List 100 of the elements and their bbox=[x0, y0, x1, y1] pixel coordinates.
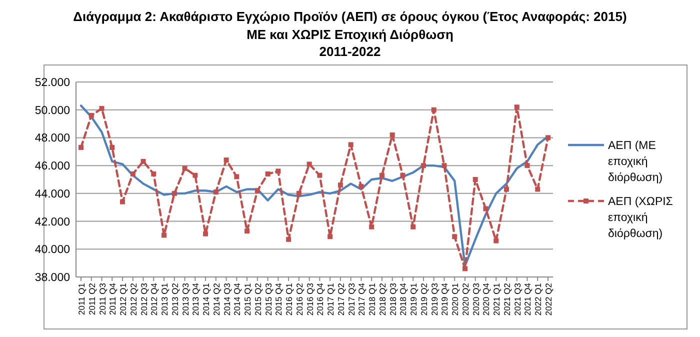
point bbox=[452, 234, 458, 240]
point bbox=[524, 163, 530, 168]
point bbox=[483, 206, 488, 212]
x-tick-label: 2013 Q1 bbox=[160, 282, 170, 316]
point bbox=[120, 199, 126, 204]
y-tick-label: 40.000 bbox=[34, 244, 70, 256]
point bbox=[276, 168, 281, 174]
x-tick-label: 2019 Q4 bbox=[440, 282, 450, 316]
x-tick-label: 2022 Q1 bbox=[533, 282, 544, 316]
x-tick-label: 2011 Q3 bbox=[97, 282, 108, 315]
y-tick-label: 48.000 bbox=[34, 132, 70, 145]
x-tick-label: 2018 Q4 bbox=[398, 282, 408, 316]
point bbox=[390, 132, 395, 138]
point bbox=[348, 142, 354, 148]
x-tick-label: 2011 Q2 bbox=[86, 282, 97, 315]
point bbox=[462, 266, 468, 272]
y-tick-label: 46.000 bbox=[34, 160, 70, 173]
x-tick-label: 2016 Q1 bbox=[284, 282, 294, 316]
point bbox=[234, 174, 240, 180]
y-tick-label: 38.000 bbox=[34, 272, 70, 284]
point bbox=[254, 188, 260, 194]
x-tick-label: 2017 Q2 bbox=[336, 282, 346, 316]
x-tick-label: 2016 Q2 bbox=[294, 282, 304, 316]
x-tick-label: 2012 Q1 bbox=[118, 282, 128, 316]
x-tick-label: 2012 Q3 bbox=[138, 282, 149, 316]
point bbox=[296, 190, 302, 196]
point bbox=[244, 228, 250, 234]
point bbox=[286, 236, 292, 242]
point bbox=[504, 186, 509, 192]
x-tick-label: 2020 Q1 bbox=[450, 282, 460, 316]
point bbox=[546, 135, 550, 140]
x-tick-label: 2011 Q4 bbox=[108, 282, 118, 315]
x-tick-label: 2015 Q4 bbox=[274, 282, 284, 316]
x-tick-label: 2017 Q4 bbox=[356, 282, 367, 316]
point bbox=[306, 162, 312, 167]
point bbox=[213, 190, 218, 195]
x-tick-label: 2015 Q2 bbox=[252, 282, 263, 316]
x-tick-label: 2022 Q2 bbox=[544, 282, 554, 316]
x-tick-label: 2018 Q2 bbox=[377, 282, 388, 316]
x-tick-label: 2019 Q3 bbox=[429, 282, 440, 316]
point bbox=[338, 182, 343, 188]
x-tick-label: 2016 Q3 bbox=[304, 282, 315, 316]
point bbox=[130, 171, 136, 176]
point bbox=[151, 171, 156, 176]
point bbox=[110, 144, 115, 150]
x-tick-label: 2013 Q4 bbox=[190, 282, 201, 316]
legend-label: ΑΕΠ (ΜΕ εποχική διόρθωση) bbox=[608, 140, 663, 184]
point bbox=[224, 158, 229, 162]
point bbox=[420, 163, 426, 168]
x-tick-label: 2019 Q1 bbox=[408, 282, 419, 316]
x-tick-label: 2020 Q2 bbox=[460, 282, 470, 316]
x-tick-label: 2015 Q1 bbox=[242, 282, 253, 316]
point bbox=[431, 107, 436, 112]
y-tick-label: 44.000 bbox=[34, 188, 70, 200]
x-tick-label: 2011 Q1 bbox=[76, 282, 86, 315]
x-tick-label: 2018 Q3 bbox=[388, 282, 398, 316]
point bbox=[265, 171, 270, 176]
point bbox=[172, 190, 177, 196]
x-tick-label: 2021 Q3 bbox=[512, 282, 522, 316]
y-tick-label: 50.000 bbox=[34, 104, 70, 117]
point bbox=[514, 104, 520, 110]
point bbox=[494, 238, 499, 244]
x-tick-label: 2017 Q3 bbox=[346, 282, 356, 316]
chart-subtitle: ΜΕ και ΧΩΡΙΣ Εποχική Διόρθωση 2011-2022 bbox=[246, 27, 454, 59]
x-tick-label: 2012 Q2 bbox=[128, 282, 138, 316]
point bbox=[410, 224, 416, 230]
x-tick-label: 2014 Q2 bbox=[211, 282, 222, 316]
x-tick-label: 2016 Q4 bbox=[315, 282, 326, 316]
legend-label: ΑΕΠ (ΧΩΡΙΣ εποχική διόρθωση) bbox=[608, 196, 673, 240]
point bbox=[182, 166, 188, 171]
point bbox=[78, 144, 84, 150]
y-tick-label: 42.000 bbox=[34, 216, 70, 228]
point bbox=[99, 106, 104, 111]
x-tick-label: 2012 Q4 bbox=[149, 282, 160, 316]
x-tick-label: 2013 Q3 bbox=[180, 282, 190, 316]
x-tick-label: 2020 Q4 bbox=[481, 282, 492, 316]
point bbox=[472, 177, 478, 182]
chart-title: Διάγραμμα 2: Ακαθάριστο Εγχώριο Προϊόν (ΑΕΠ) σε όρους όγκου (Έτος Αναφοράς: 2015) bbox=[73, 9, 627, 24]
x-tick-label: 2014 Q4 bbox=[232, 282, 242, 316]
point bbox=[400, 172, 406, 178]
point bbox=[140, 158, 146, 164]
x-tick-label: 2020 Q3 bbox=[470, 282, 481, 316]
point bbox=[369, 224, 374, 230]
x-tick-label: 2019 Q2 bbox=[418, 282, 429, 316]
point bbox=[317, 172, 322, 178]
point bbox=[203, 231, 208, 236]
point bbox=[88, 112, 94, 118]
x-tick-label: 2014 Q3 bbox=[222, 282, 232, 316]
x-tick-label: 2018 Q1 bbox=[367, 282, 378, 316]
x-tick-label: 2021 Q2 bbox=[502, 282, 512, 316]
point bbox=[328, 234, 333, 240]
x-tick-label: 2013 Q2 bbox=[170, 282, 180, 316]
x-tick-label: 2015 Q3 bbox=[263, 282, 274, 316]
point bbox=[442, 163, 447, 168]
point bbox=[192, 172, 198, 178]
y-tick-label: 52.000 bbox=[34, 77, 70, 89]
point bbox=[358, 184, 364, 189]
point bbox=[162, 232, 167, 238]
point bbox=[379, 172, 384, 178]
x-tick-label: 2017 Q1 bbox=[326, 282, 336, 316]
